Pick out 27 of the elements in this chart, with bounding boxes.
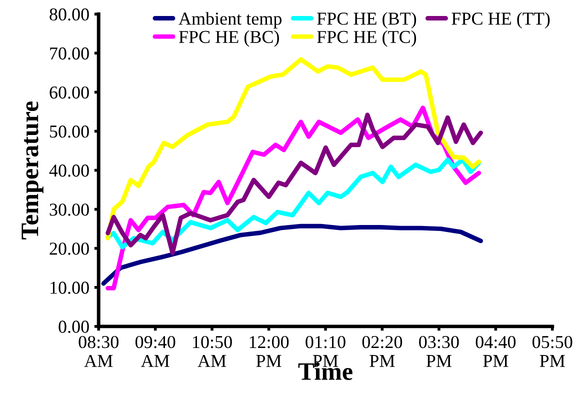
- x-tick-label: 12:00 PM: [250, 336, 289, 367]
- legend-label: FPC HE (TC): [317, 30, 416, 47]
- y-tick-label: 20.00: [50, 242, 89, 255]
- legend-label: FPC HE (BT): [317, 12, 416, 28]
- y-tick-label: 30.00: [50, 204, 89, 216]
- legend-label: FPC HE (TT): [452, 12, 550, 28]
- line-series: [106, 112, 483, 256]
- x-tick-label: 03:30 PM: [419, 336, 459, 367]
- x-tick-label: 10:50 AM: [193, 336, 232, 367]
- x-tick-label: 05:50 PM: [532, 336, 572, 367]
- y-tick-label: 80.00: [50, 8, 89, 21]
- x-tick-label: 09:40 AM: [135, 336, 176, 367]
- legend-label: FPC HE (BC): [178, 30, 279, 47]
- y-tick-label: 40.00: [49, 164, 89, 177]
- x-tick-label: 08:30 AM: [78, 336, 118, 367]
- line-series: [106, 57, 482, 240]
- y-tick-label: 60.00: [50, 86, 89, 99]
- y-tick-label: 0.00: [58, 320, 89, 333]
- y-tick-label: 50.00: [50, 125, 89, 138]
- x-tick-label: 04:40 PM: [476, 336, 516, 367]
- line-series: [101, 224, 483, 286]
- legend-label: Ambient temp: [178, 12, 282, 28]
- y-tick-label: 70.00: [50, 47, 89, 60]
- x-tick-label: 02:20 PM: [362, 336, 402, 367]
- y-tick-label: 10.00: [50, 282, 89, 294]
- line-series: [106, 158, 482, 250]
- y-axis-title: Temperature: [22, 101, 44, 240]
